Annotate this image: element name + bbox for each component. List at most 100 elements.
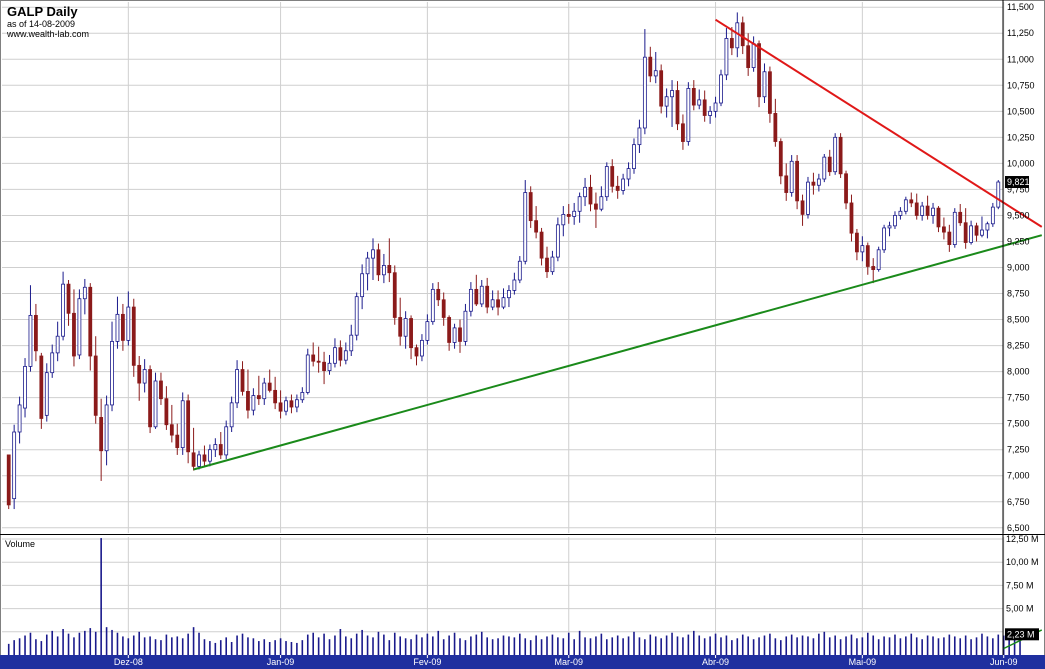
candle-body — [490, 299, 495, 308]
volume-bar — [236, 635, 238, 655]
volume-bar — [627, 636, 630, 655]
price-tick-label: 9,750 — [1007, 184, 1030, 194]
candle-body — [262, 382, 267, 400]
volume-tick-label: 5,00 M — [1006, 604, 1034, 614]
candle-body — [691, 88, 696, 106]
candle-body — [653, 70, 658, 77]
volume-bar — [752, 639, 755, 655]
price-tick-label: 9,500 — [1007, 210, 1030, 220]
candle-body — [947, 231, 952, 245]
candle-body — [528, 192, 533, 222]
candle-body — [55, 335, 60, 354]
candle-body — [403, 318, 408, 337]
volume-bar — [654, 636, 657, 655]
volume-bar — [399, 636, 401, 655]
candle-body — [273, 389, 278, 404]
volume-bar — [845, 636, 847, 655]
volume-bar — [676, 636, 679, 655]
candle-body — [713, 102, 718, 112]
candle-body — [800, 200, 805, 215]
candle-body — [496, 299, 500, 308]
candle-body — [104, 404, 109, 452]
candle-body — [61, 283, 65, 337]
candle-body — [762, 71, 767, 98]
candle-body — [110, 341, 114, 406]
volume-bar — [600, 633, 603, 655]
candle-body — [213, 444, 218, 451]
candle-body — [773, 113, 778, 142]
last-volume-box — [1005, 628, 1039, 641]
volume-bar — [671, 632, 673, 655]
candle-body — [784, 175, 789, 193]
volume-bar — [964, 635, 967, 655]
candle-body — [795, 160, 800, 202]
candle-body — [121, 313, 125, 341]
volume-bar — [709, 636, 711, 655]
candle-body — [126, 306, 131, 341]
volume-bar — [323, 633, 325, 655]
volume-bar — [268, 642, 271, 655]
candle-body — [381, 265, 386, 276]
candle-body — [865, 245, 870, 267]
price-tick-label: 7,750 — [1007, 393, 1030, 403]
candle-body — [316, 360, 321, 363]
candle-body — [338, 347, 343, 361]
candle-body — [860, 245, 865, 253]
volume-bar — [910, 633, 913, 655]
volume-bar — [839, 639, 842, 655]
volume-bar — [230, 642, 233, 655]
volume-bar — [160, 640, 162, 655]
volume-bar — [850, 634, 853, 655]
volume-bar — [703, 638, 706, 655]
volume-bar — [899, 638, 902, 655]
volume-bar — [355, 633, 358, 655]
candle-body — [376, 249, 381, 276]
candle-body — [539, 231, 544, 259]
candle-body — [23, 366, 27, 409]
volume-bar — [279, 638, 282, 655]
volume-bar — [508, 636, 510, 655]
candle-body — [294, 399, 299, 408]
volume-bar — [649, 634, 652, 655]
volume-bar — [524, 638, 527, 655]
candle-body — [914, 202, 919, 216]
volume-bar — [959, 638, 962, 655]
volume-bar — [143, 637, 146, 655]
candle-body — [278, 402, 283, 412]
trendline-support — [193, 234, 1043, 471]
volume-bar — [442, 639, 445, 655]
volume-bars — [7, 538, 1021, 655]
candle-body — [218, 444, 223, 456]
candle-body — [327, 362, 332, 371]
candle-body — [670, 90, 674, 98]
candle-body — [925, 205, 930, 216]
candle-body — [626, 168, 631, 180]
volume-bar — [138, 631, 141, 655]
volume-bar — [758, 637, 760, 655]
volume-bar — [1019, 634, 1021, 655]
candle-body — [729, 38, 734, 49]
candle-body — [365, 257, 370, 275]
candle-body — [931, 207, 935, 216]
candle-body — [583, 186, 587, 198]
candle-body — [806, 181, 810, 215]
volume-bar — [290, 642, 293, 655]
volume-bar — [693, 630, 695, 655]
candle-body — [284, 400, 288, 412]
volume-bar — [644, 639, 646, 655]
volume-bar — [127, 638, 130, 655]
volume-bar — [285, 641, 287, 655]
volume-bar — [296, 642, 298, 655]
price-tick-label: 9,000 — [1007, 263, 1030, 273]
date-tick-label: Mai-09 — [849, 657, 877, 667]
price-tick-label: 10,250 — [1007, 132, 1035, 142]
candle-body — [6, 454, 11, 506]
candle-body — [642, 56, 647, 129]
last-value-markers: 9,821 2,23 M — [1005, 176, 1039, 641]
volume-bar — [51, 630, 54, 655]
volume-bar — [410, 639, 412, 655]
volume-bar — [818, 633, 820, 655]
candle-body — [93, 355, 98, 416]
volume-bar — [948, 634, 951, 655]
volume-bar — [24, 635, 26, 655]
